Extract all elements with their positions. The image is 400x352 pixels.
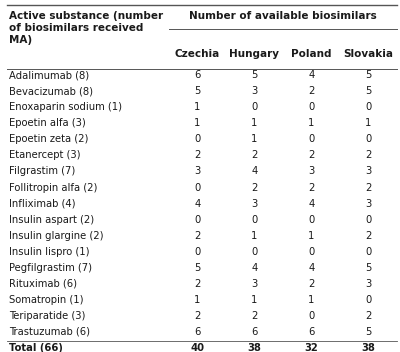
Text: Somatropin (1): Somatropin (1): [9, 295, 84, 304]
Text: 4: 4: [251, 166, 258, 176]
Text: 3: 3: [251, 86, 258, 96]
Text: 2: 2: [251, 310, 258, 321]
Text: 2: 2: [365, 182, 372, 193]
Text: 2: 2: [251, 182, 258, 193]
Text: Slovakia: Slovakia: [343, 49, 393, 59]
Text: Enoxaparin sodium (1): Enoxaparin sodium (1): [9, 102, 122, 112]
Text: 0: 0: [365, 246, 372, 257]
Text: 1: 1: [194, 118, 200, 128]
Text: 2: 2: [365, 310, 372, 321]
Text: 38: 38: [248, 342, 261, 352]
Text: 4: 4: [194, 199, 200, 208]
Text: 1: 1: [365, 118, 372, 128]
Text: Insulin glargine (2): Insulin glargine (2): [9, 231, 104, 240]
Text: 1: 1: [194, 102, 200, 112]
Text: 1: 1: [194, 295, 200, 304]
Text: 2: 2: [251, 151, 258, 161]
Text: 3: 3: [251, 199, 258, 208]
Text: Adalimumab (8): Adalimumab (8): [9, 70, 89, 80]
Text: 0: 0: [365, 102, 372, 112]
Text: 4: 4: [251, 263, 258, 272]
Text: 0: 0: [194, 214, 200, 225]
Text: Teriparatide (3): Teriparatide (3): [9, 310, 86, 321]
Text: 3: 3: [194, 166, 200, 176]
Text: 1: 1: [251, 231, 258, 240]
Text: Rituximab (6): Rituximab (6): [9, 279, 77, 289]
Text: 3: 3: [251, 279, 258, 289]
Text: 2: 2: [194, 151, 200, 161]
Text: Etanercept (3): Etanercept (3): [9, 151, 81, 161]
Text: 0: 0: [308, 214, 314, 225]
Text: Trastuzumab (6): Trastuzumab (6): [9, 327, 90, 337]
Text: 0: 0: [251, 102, 258, 112]
Text: 0: 0: [194, 246, 200, 257]
Text: 5: 5: [365, 86, 372, 96]
Text: 0: 0: [365, 134, 372, 144]
Text: 2: 2: [365, 151, 372, 161]
Text: Epoetin alfa (3): Epoetin alfa (3): [9, 118, 86, 128]
Text: Hungary: Hungary: [229, 49, 279, 59]
Text: 5: 5: [365, 70, 372, 80]
Text: 0: 0: [194, 182, 200, 193]
Text: 1: 1: [308, 295, 314, 304]
Text: 6: 6: [308, 327, 314, 337]
Text: 0: 0: [365, 295, 372, 304]
Text: 6: 6: [194, 70, 200, 80]
Text: Filgrastim (7): Filgrastim (7): [9, 166, 76, 176]
Text: 1: 1: [251, 295, 258, 304]
Text: Infliximab (4): Infliximab (4): [9, 199, 76, 208]
Text: 0: 0: [251, 246, 258, 257]
Text: 1: 1: [251, 134, 258, 144]
Text: Czechia: Czechia: [175, 49, 220, 59]
Text: 6: 6: [194, 327, 200, 337]
Text: 2: 2: [308, 86, 314, 96]
Text: Follitropin alfa (2): Follitropin alfa (2): [9, 182, 98, 193]
Text: 3: 3: [308, 166, 314, 176]
Text: 38: 38: [361, 342, 375, 352]
Text: 1: 1: [308, 231, 314, 240]
Text: 1: 1: [251, 118, 258, 128]
Text: Bevacizumab (8): Bevacizumab (8): [9, 86, 93, 96]
Text: 0: 0: [308, 310, 314, 321]
Text: 0: 0: [365, 214, 372, 225]
Text: 3: 3: [365, 199, 372, 208]
Text: 0: 0: [308, 102, 314, 112]
Text: 40: 40: [190, 342, 204, 352]
Text: 2: 2: [194, 310, 200, 321]
Text: Number of available biosimilars: Number of available biosimilars: [189, 11, 377, 20]
Text: 4: 4: [308, 263, 314, 272]
Text: Insulin aspart (2): Insulin aspart (2): [9, 214, 94, 225]
Text: Epoetin zeta (2): Epoetin zeta (2): [9, 134, 88, 144]
Text: 3: 3: [365, 279, 372, 289]
Text: 5: 5: [365, 263, 372, 272]
Text: 6: 6: [251, 327, 258, 337]
Text: 2: 2: [308, 182, 314, 193]
Text: 0: 0: [308, 246, 314, 257]
Text: Insulin lispro (1): Insulin lispro (1): [9, 246, 90, 257]
Text: 5: 5: [251, 70, 258, 80]
Text: 2: 2: [194, 279, 200, 289]
Text: 4: 4: [308, 199, 314, 208]
Text: 0: 0: [194, 134, 200, 144]
Text: 2: 2: [194, 231, 200, 240]
Text: 2: 2: [308, 279, 314, 289]
Text: Active substance (number
of biosimilars received
MA): Active substance (number of biosimilars …: [9, 11, 163, 45]
Text: 3: 3: [365, 166, 372, 176]
Text: Total (66): Total (66): [9, 342, 63, 352]
Text: 5: 5: [194, 263, 200, 272]
Text: 2: 2: [308, 151, 314, 161]
Text: 1: 1: [308, 118, 314, 128]
Text: 5: 5: [194, 86, 200, 96]
Text: 5: 5: [365, 327, 372, 337]
Text: 2: 2: [365, 231, 372, 240]
Text: 0: 0: [251, 214, 258, 225]
Text: Poland: Poland: [291, 49, 332, 59]
Text: 32: 32: [304, 342, 318, 352]
Text: Pegfilgrastim (7): Pegfilgrastim (7): [9, 263, 92, 272]
Text: 0: 0: [308, 134, 314, 144]
Text: 4: 4: [308, 70, 314, 80]
